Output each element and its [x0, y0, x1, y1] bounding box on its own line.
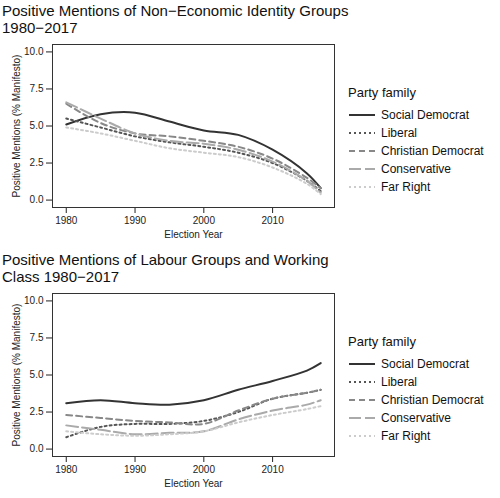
svg-text:Election Year: Election Year [164, 229, 223, 240]
html-text:Liberal: Liberal [381, 375, 417, 389]
html-text:Social Democrat: Social Democrat [381, 357, 469, 371]
html-text:Conservative: Conservative [381, 411, 451, 425]
svg-text:0.0: 0.0 [30, 194, 44, 205]
svg-text:2010: 2010 [261, 215, 284, 226]
svg-text:5.0: 5.0 [30, 369, 44, 380]
svg-text:5.0: 5.0 [30, 120, 44, 131]
html-text:Far Right: Far Right [381, 429, 431, 443]
html-text:Positive Mentions of Non−Econo: Positive Mentions of Non−Economic Identi… [2, 2, 349, 36]
svg-text:Positive Mentions (% Manifesto: Positive Mentions (% Manifesto) [11, 304, 22, 447]
html-text:Party family: Party family [348, 85, 416, 100]
svg-text:7.5: 7.5 [30, 83, 44, 94]
html-text:Positive Mentions of Labour Gr: Positive Mentions of Labour Groups and W… [2, 251, 329, 285]
html-text:Christian Democrat: Christian Democrat [381, 393, 484, 407]
svg-text:1990: 1990 [124, 464, 147, 475]
html-text:Social Democrat: Social Democrat [381, 108, 469, 122]
svg-text:2.5: 2.5 [30, 157, 44, 168]
html-text:Conservative: Conservative [381, 162, 451, 176]
svg-text:1980: 1980 [55, 215, 78, 226]
html-text:Far Right: Far Right [381, 180, 431, 194]
svg-text:Positive Mentions (% Manifesto: Positive Mentions (% Manifesto) [11, 55, 22, 198]
svg-text:2.5: 2.5 [30, 406, 44, 417]
html-text:Christian Democrat: Christian Democrat [381, 144, 484, 158]
svg-text:1990: 1990 [124, 215, 147, 226]
svg-text:1980: 1980 [55, 464, 78, 475]
svg-text:7.5: 7.5 [30, 332, 44, 343]
svg-text:Election Year: Election Year [164, 478, 223, 489]
svg-text:10.0: 10.0 [24, 295, 44, 306]
svg-text:2010: 2010 [261, 464, 284, 475]
svg-text:2000: 2000 [193, 464, 216, 475]
html-text:Party family: Party family [348, 334, 416, 349]
svg-text:10.0: 10.0 [24, 46, 44, 57]
html-text:Liberal: Liberal [381, 126, 417, 140]
svg-text:2000: 2000 [193, 215, 216, 226]
svg-text:0.0: 0.0 [30, 443, 44, 454]
